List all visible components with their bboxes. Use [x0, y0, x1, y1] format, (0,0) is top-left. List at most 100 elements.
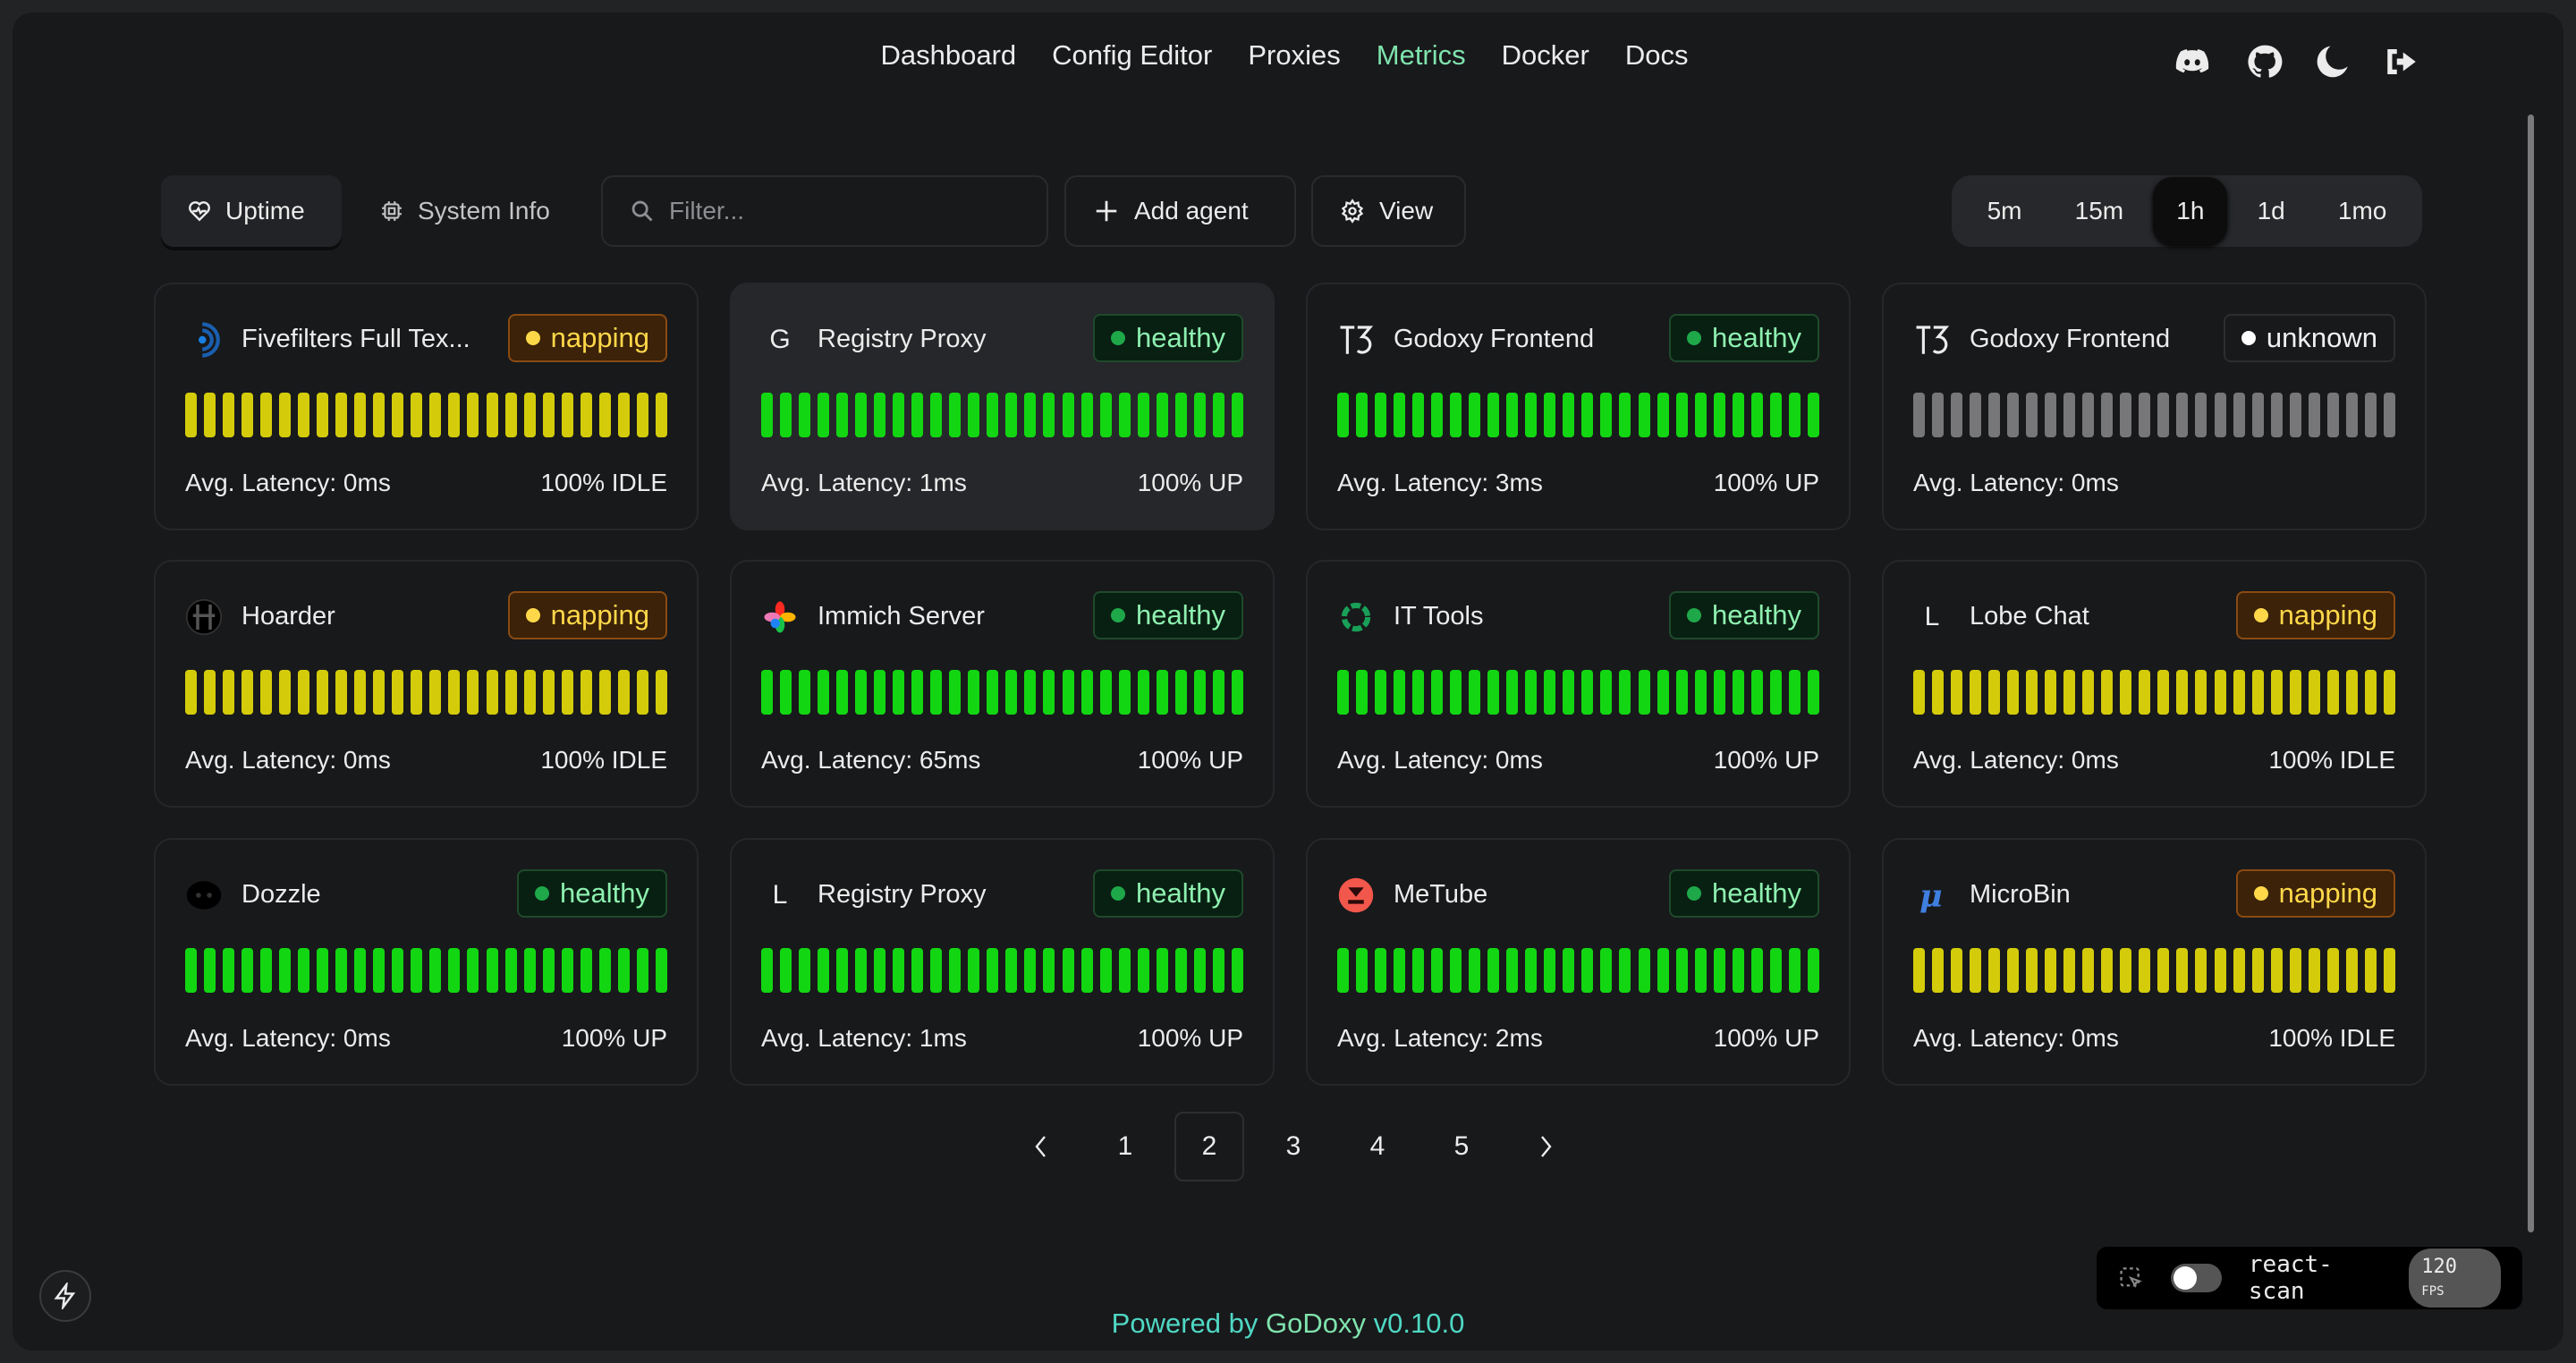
uptime-bar[interactable]	[354, 670, 367, 715]
uptime-bar[interactable]	[429, 948, 442, 993]
uptime-bar[interactable]	[580, 670, 592, 715]
uptime-bar[interactable]	[2345, 393, 2358, 437]
uptime-bar[interactable]	[1581, 948, 1594, 993]
uptime-bar[interactable]	[2007, 948, 2020, 993]
uptime-bar[interactable]	[818, 670, 830, 715]
uptime-bar[interactable]	[2101, 948, 2114, 993]
uptime-bar[interactable]	[1563, 393, 1575, 437]
uptime-bar[interactable]	[1450, 948, 1462, 993]
nav-docs[interactable]: Docs	[1624, 39, 1689, 71]
uptime-bar[interactable]	[2026, 670, 2038, 715]
uptime-bar[interactable]	[2157, 948, 2170, 993]
nav-metrics[interactable]: Metrics	[1376, 39, 1466, 71]
uptime-bar[interactable]	[317, 948, 329, 993]
uptime-bar[interactable]	[987, 948, 999, 993]
uptime-bar[interactable]	[2195, 670, 2207, 715]
uptime-bar[interactable]	[1156, 948, 1168, 993]
uptime-bar[interactable]	[1807, 948, 1819, 993]
uptime-bar[interactable]	[1137, 393, 1149, 437]
range-1h[interactable]: 1h	[2153, 177, 2228, 245]
uptime-bar[interactable]	[1174, 393, 1187, 437]
uptime-card[interactable]: Immich Server healthy Avg. Latency: 65ms…	[730, 560, 1275, 808]
react-scan-toggle[interactable]	[2170, 1264, 2222, 1292]
uptime-bar[interactable]	[561, 670, 573, 715]
uptime-bar[interactable]	[2176, 670, 2189, 715]
uptime-bar[interactable]	[523, 948, 536, 993]
uptime-bar[interactable]	[1212, 948, 1224, 993]
uptime-bar[interactable]	[279, 948, 292, 993]
uptime-bar[interactable]	[2101, 393, 2114, 437]
uptime-bar[interactable]	[893, 670, 905, 715]
uptime-bar[interactable]	[2214, 393, 2226, 437]
uptime-bar[interactable]	[448, 393, 461, 437]
uptime-bar[interactable]	[2364, 948, 2377, 993]
uptime-bar[interactable]	[1043, 393, 1055, 437]
uptime-bar[interactable]	[317, 393, 329, 437]
uptime-bar[interactable]	[2345, 948, 2358, 993]
uptime-bar[interactable]	[1525, 948, 1538, 993]
uptime-bar[interactable]	[636, 670, 648, 715]
inspect-select-icon[interactable]	[2118, 1265, 2144, 1291]
uptime-bar[interactable]	[2101, 670, 2114, 715]
uptime-bar[interactable]	[617, 393, 630, 437]
uptime-bar[interactable]	[2364, 393, 2377, 437]
uptime-bar[interactable]	[855, 948, 868, 993]
uptime-bar[interactable]	[949, 670, 962, 715]
uptime-bar[interactable]	[1099, 948, 1112, 993]
uptime-bar[interactable]	[1412, 948, 1425, 993]
uptime-bar[interactable]	[636, 948, 648, 993]
uptime-bar[interactable]	[968, 948, 980, 993]
uptime-bar[interactable]	[2139, 948, 2151, 993]
uptime-bar[interactable]	[204, 670, 216, 715]
uptime-bar[interactable]	[1638, 948, 1650, 993]
uptime-bar[interactable]	[655, 948, 667, 993]
uptime-bar[interactable]	[504, 670, 517, 715]
uptime-bar[interactable]	[242, 393, 254, 437]
range-1d[interactable]: 1d	[2257, 197, 2285, 224]
uptime-bar[interactable]	[2233, 948, 2245, 993]
uptime-bar[interactable]	[1412, 393, 1425, 437]
uptime-bar[interactable]	[2082, 670, 2095, 715]
uptime-bar[interactable]	[1356, 393, 1368, 437]
uptime-bar[interactable]	[930, 948, 943, 993]
uptime-bar[interactable]	[1174, 670, 1187, 715]
uptime-bar[interactable]	[2063, 393, 2076, 437]
uptime-bar[interactable]	[1788, 393, 1801, 437]
uptime-bar[interactable]	[1563, 670, 1575, 715]
page-5[interactable]: 5	[1453, 1131, 1470, 1161]
uptime-bar[interactable]	[1337, 393, 1349, 437]
uptime-bar[interactable]	[2214, 948, 2226, 993]
uptime-bar[interactable]	[1506, 948, 1519, 993]
uptime-bar[interactable]	[185, 393, 197, 437]
uptime-bar[interactable]	[354, 393, 367, 437]
uptime-bar[interactable]	[1450, 670, 1462, 715]
uptime-bar[interactable]	[2195, 393, 2207, 437]
uptime-bar[interactable]	[542, 393, 555, 437]
logout-icon[interactable]	[2383, 43, 2420, 80]
uptime-bar[interactable]	[1043, 670, 1055, 715]
uptime-bar[interactable]	[1375, 393, 1387, 437]
uptime-bar[interactable]	[1544, 670, 1556, 715]
uptime-bar[interactable]	[1638, 393, 1650, 437]
uptime-bar[interactable]	[392, 393, 404, 437]
uptime-bar[interactable]	[987, 393, 999, 437]
uptime-bar[interactable]	[1062, 670, 1074, 715]
uptime-bar[interactable]	[429, 393, 442, 437]
uptime-bar[interactable]	[1563, 948, 1575, 993]
uptime-bar[interactable]	[298, 393, 310, 437]
uptime-bar[interactable]	[2176, 393, 2189, 437]
uptime-bar[interactable]	[580, 948, 592, 993]
uptime-bar[interactable]	[523, 393, 536, 437]
uptime-bar[interactable]	[2026, 393, 2038, 437]
uptime-bar[interactable]	[1394, 948, 1406, 993]
uptime-bar[interactable]	[2007, 393, 2020, 437]
uptime-bar[interactable]	[930, 393, 943, 437]
uptime-bar[interactable]	[911, 670, 924, 715]
uptime-bar[interactable]	[1337, 670, 1349, 715]
uptime-card[interactable]: Godoxy Frontend healthy Avg. Latency: 3m…	[1306, 283, 1851, 530]
uptime-bar[interactable]	[1231, 393, 1243, 437]
uptime-bar[interactable]	[1657, 393, 1669, 437]
uptime-bar[interactable]	[185, 948, 197, 993]
uptime-bar[interactable]	[1412, 670, 1425, 715]
uptime-bar[interactable]	[2082, 948, 2095, 993]
